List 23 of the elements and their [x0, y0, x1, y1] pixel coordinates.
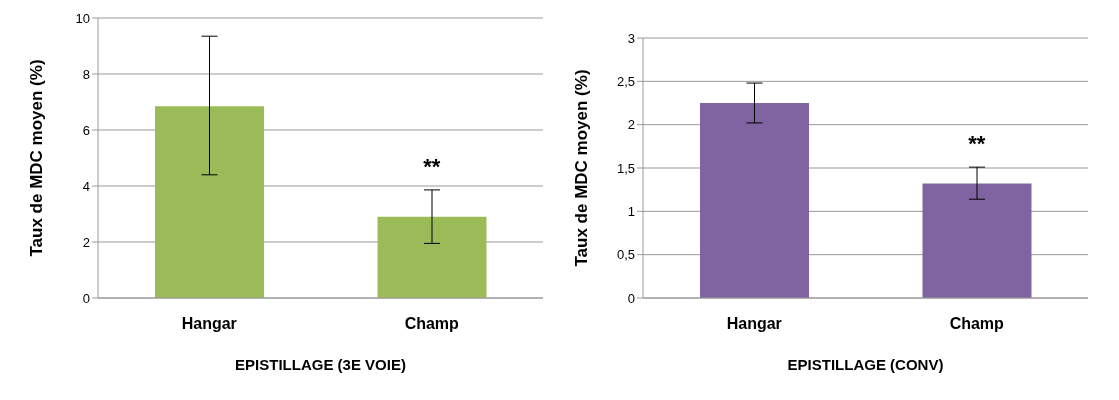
x-tick-label: Hangar: [181, 315, 237, 333]
x-tick-label: Champ: [404, 315, 460, 333]
y-tick-label: 3: [627, 30, 635, 46]
y-tick-label: 2: [627, 117, 635, 133]
x-axis-title: EPISTILLAGE (3E VOIE): [235, 356, 406, 373]
y-tick-label: 0,5: [616, 247, 635, 263]
x-tick-label: Hangar: [726, 315, 782, 333]
annotation: **: [423, 153, 441, 179]
y-tick-label: 2: [82, 234, 90, 250]
y-tick-label: 1: [627, 203, 635, 219]
y-axis-title: Taux de MDC moyen (%): [27, 59, 47, 257]
y-tick-label: 1,5: [616, 160, 635, 176]
y-tick-label: 0: [627, 290, 635, 306]
y-tick-label: 4: [82, 178, 90, 194]
x-tick-label: Champ: [949, 315, 1005, 333]
y-tick-label: 8: [82, 66, 90, 82]
annotation: **: [968, 131, 986, 157]
y-axis-title: Taux de MDC moyen (%): [572, 69, 592, 267]
y-tick-label: 6: [82, 122, 90, 138]
y-tick-label: 0: [82, 290, 90, 306]
y-tick-label: 10: [75, 10, 90, 26]
x-axis-title: EPISTILLAGE (CONV): [787, 356, 944, 373]
y-tick-label: 2,5: [616, 73, 635, 89]
